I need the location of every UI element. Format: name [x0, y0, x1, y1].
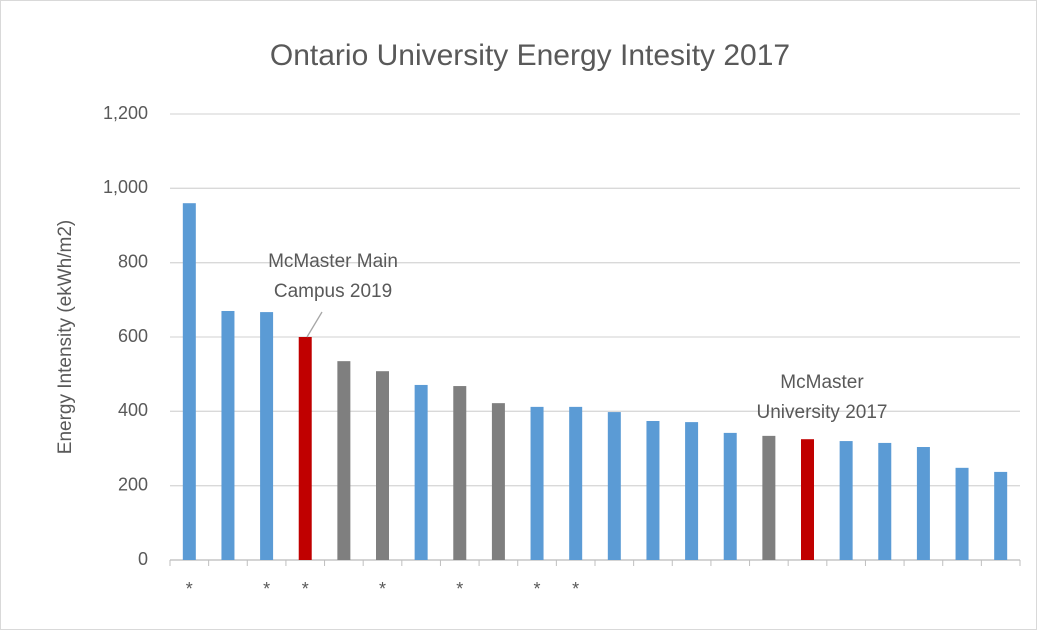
bar	[994, 471, 1008, 560]
bar	[569, 406, 583, 560]
annotation: McMaster Main	[268, 251, 398, 272]
bar	[260, 312, 274, 560]
y-tick-label: 1,000	[103, 177, 148, 197]
bar	[916, 447, 930, 560]
bar	[491, 403, 505, 560]
annotation: McMaster	[780, 372, 864, 393]
annotation: Campus 2019	[274, 281, 392, 302]
y-axis-label: Energy Intensity (ekWh/m2)	[55, 220, 76, 454]
annotation: University 2017	[757, 402, 888, 423]
bar	[182, 203, 196, 560]
bar	[607, 412, 621, 560]
y-tick-label: 1,200	[103, 103, 148, 123]
bar	[453, 386, 467, 560]
bar	[955, 467, 969, 560]
bar	[723, 432, 737, 560]
x-tick-label: *	[572, 579, 579, 599]
bar	[878, 442, 892, 560]
bar	[414, 384, 428, 560]
annotation-leader	[306, 311, 323, 338]
bar	[298, 337, 312, 560]
bar	[762, 435, 776, 560]
y-tick-label: 600	[118, 326, 148, 346]
x-tick-label: *	[302, 579, 309, 599]
y-tick-label: 0	[138, 549, 148, 569]
bar	[221, 310, 235, 560]
x-tick-label: *	[379, 579, 386, 599]
x-tick-label: *	[534, 579, 541, 599]
x-tick-label: *	[263, 579, 270, 599]
bar	[839, 441, 853, 560]
bar	[801, 439, 814, 560]
y-tick-label: 800	[118, 251, 148, 271]
x-tick-label: *	[186, 579, 193, 599]
y-tick-label: 200	[118, 474, 148, 494]
bar	[376, 371, 389, 560]
bar	[337, 361, 351, 560]
x-tick-label: *	[456, 579, 463, 599]
bar	[530, 406, 544, 560]
bar	[646, 420, 660, 560]
chart-title: Ontario University Energy Intesity 2017	[270, 39, 790, 72]
bar	[685, 422, 699, 560]
y-tick-label: 400	[118, 400, 148, 420]
